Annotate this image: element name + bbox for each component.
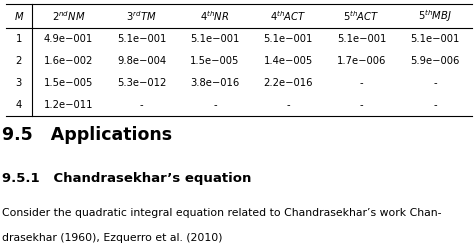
Text: 5.3e−012: 5.3e−012: [117, 78, 166, 88]
Text: 9.5   Applications: 9.5 Applications: [2, 126, 173, 144]
Text: 5.9e−006: 5.9e−006: [410, 56, 460, 66]
Text: $5^{th}ACT$: $5^{th}ACT$: [343, 9, 380, 23]
Text: 2: 2: [16, 56, 22, 66]
Text: 1.2e−011: 1.2e−011: [44, 100, 93, 110]
Text: $4^{th}ACT$: $4^{th}ACT$: [270, 9, 307, 23]
Text: -: -: [140, 100, 144, 110]
Text: 1: 1: [16, 34, 22, 44]
Text: -: -: [433, 78, 437, 88]
Text: $2^{nd}NM$: $2^{nd}NM$: [52, 9, 85, 23]
Text: 4: 4: [16, 100, 22, 110]
Text: 9.8e−004: 9.8e−004: [117, 56, 166, 66]
Text: -: -: [360, 100, 364, 110]
Text: $5^{th}MBJ$: $5^{th}MBJ$: [418, 8, 452, 24]
Text: 1.7e−006: 1.7e−006: [337, 56, 386, 66]
Text: 3: 3: [16, 78, 22, 88]
Text: 5.1e−001: 5.1e−001: [337, 34, 386, 44]
Text: $4^{th}NR$: $4^{th}NR$: [201, 9, 230, 23]
Text: $M$: $M$: [14, 10, 24, 22]
Text: 5.1e−001: 5.1e−001: [264, 34, 313, 44]
Text: 3.8e−016: 3.8e−016: [191, 78, 240, 88]
Text: 1.6e−002: 1.6e−002: [44, 56, 93, 66]
Text: 5.1e−001: 5.1e−001: [117, 34, 166, 44]
Text: $3^{rd}TM$: $3^{rd}TM$: [127, 9, 157, 23]
Text: 1.5e−005: 1.5e−005: [191, 56, 240, 66]
Text: -: -: [213, 100, 217, 110]
Text: 9.5.1   Chandrasekhar’s equation: 9.5.1 Chandrasekhar’s equation: [2, 172, 252, 185]
Text: -: -: [433, 100, 437, 110]
Text: 5.1e−001: 5.1e−001: [191, 34, 240, 44]
Text: 1.4e−005: 1.4e−005: [264, 56, 313, 66]
Text: 4.9e−001: 4.9e−001: [44, 34, 93, 44]
Text: -: -: [286, 100, 290, 110]
Text: Consider the quadratic integral equation related to Chandrasekhar’s work Chan-: Consider the quadratic integral equation…: [2, 208, 442, 218]
Text: 2.2e−016: 2.2e−016: [264, 78, 313, 88]
Text: 5.1e−001: 5.1e−001: [410, 34, 460, 44]
Text: drasekhar (1960), Ezquerro et al. (2010): drasekhar (1960), Ezquerro et al. (2010): [2, 233, 223, 243]
Text: 1.5e−005: 1.5e−005: [44, 78, 93, 88]
Text: -: -: [360, 78, 364, 88]
